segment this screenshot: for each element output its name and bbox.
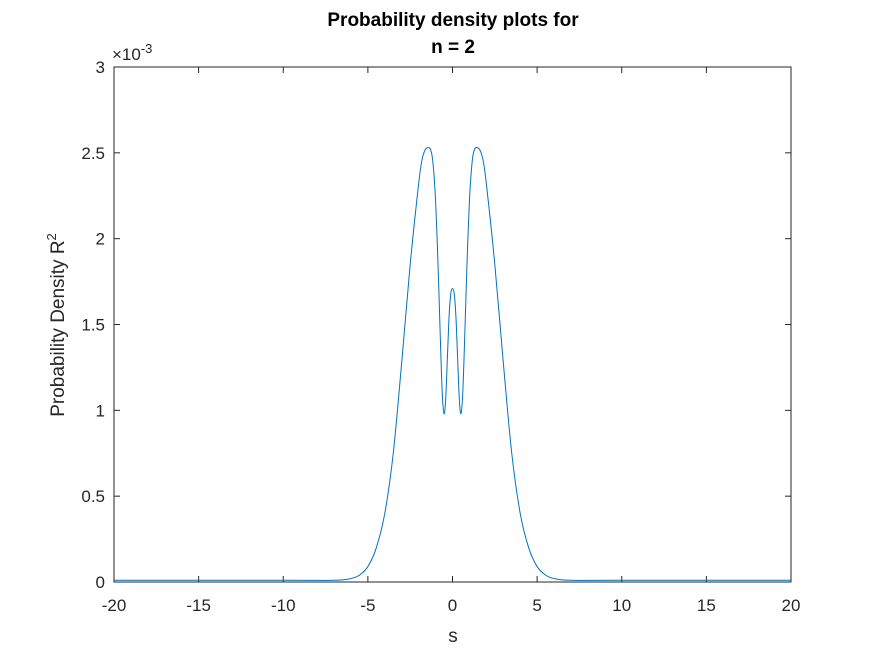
x-tick-label: -10 bbox=[271, 596, 296, 615]
y-exponent-power: -3 bbox=[141, 41, 153, 56]
x-tick-label: 5 bbox=[532, 596, 541, 615]
y-tick-label: 2.5 bbox=[81, 144, 105, 163]
axis-ticks bbox=[113, 66, 792, 583]
x-tick-label: -15 bbox=[186, 596, 211, 615]
y-axis-label-superscript: 2 bbox=[44, 233, 59, 240]
y-axis-label: Probability Density R2 bbox=[44, 233, 69, 417]
x-tick-label: 0 bbox=[448, 596, 457, 615]
x-tick-labels: -20 -15 -10 -5 0 5 10 15 20 bbox=[102, 596, 801, 615]
y-axis-label-text: Probability Density R bbox=[48, 240, 69, 416]
chart-title-line-1: Probability density plots for bbox=[327, 10, 579, 31]
plot-area bbox=[113, 66, 792, 583]
y-tick-label: 1.5 bbox=[81, 316, 105, 335]
x-tick-label: 10 bbox=[612, 596, 631, 615]
y-tick-label: 3 bbox=[96, 58, 105, 77]
y-tick-label: 0.5 bbox=[81, 487, 105, 506]
x-axis-label: s bbox=[448, 626, 458, 647]
x-tick-label: -20 bbox=[102, 596, 127, 615]
chart-title-line-2: n = 2 bbox=[431, 37, 475, 58]
x-tick-label: 15 bbox=[697, 596, 716, 615]
y-tick-label: 0 bbox=[96, 573, 105, 592]
y-tick-label: 1 bbox=[96, 401, 105, 420]
series-line bbox=[114, 147, 791, 581]
y-exponent: ×10-3 bbox=[112, 41, 152, 64]
y-tick-label: 2 bbox=[96, 230, 105, 249]
y-tick-labels: 0 0.5 1 1.5 2 2.5 3 bbox=[81, 58, 105, 592]
x-tick-label: 20 bbox=[782, 596, 801, 615]
x-tick-label: -5 bbox=[360, 596, 375, 615]
